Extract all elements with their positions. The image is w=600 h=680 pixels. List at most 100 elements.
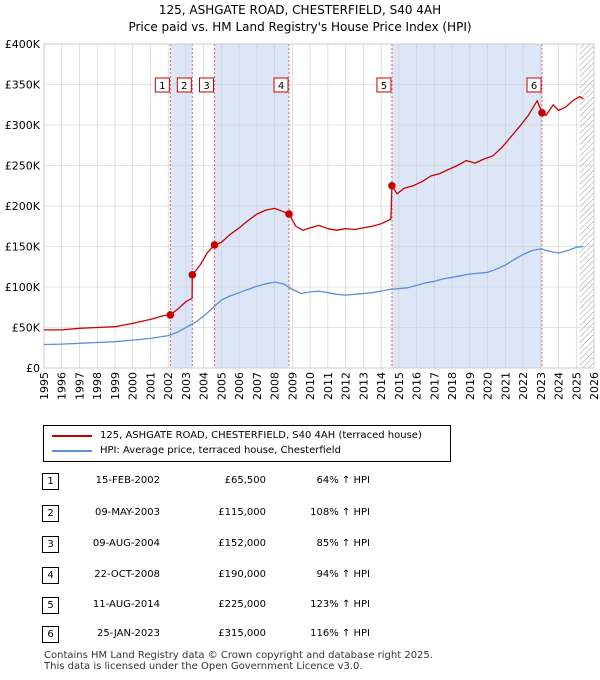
legend-swatch-property (52, 435, 92, 437)
y-tick-label: £300K (5, 119, 41, 132)
plot-border (43, 43, 595, 369)
x-tick-label: 2025 (570, 372, 583, 400)
x-tick-label: 2017 (428, 372, 441, 400)
table-row: 5 11-AUG-2014 £225,000 123% ↑ HPI (0, 594, 600, 616)
sale-date: 09-MAY-2003 (94, 507, 160, 518)
legend: 125, ASHGATE ROAD, CHESTERFIELD, S40 4AH… (43, 425, 451, 462)
x-tick-label: 2012 (340, 372, 353, 400)
sale-point (388, 181, 396, 190)
sale-price: £65,500 (224, 475, 266, 486)
x-tick-label: 2026 (588, 372, 600, 400)
property-series-line (44, 95, 584, 331)
x-tick-label: 2014 (375, 372, 388, 400)
sale-hpi-change: 85% ↑ HPI (316, 538, 370, 549)
x-tick-label: 2006 (233, 372, 246, 400)
y-tick-label: £250K (5, 160, 41, 173)
sale-hpi-change: 123% ↑ HPI (310, 599, 370, 610)
x-tick-label: 2005 (215, 372, 228, 400)
sale-number-box (273, 77, 289, 93)
x-tick-label: 2002 (162, 372, 175, 400)
x-tick-label: 1998 (91, 372, 104, 400)
x-tick-label: 1999 (109, 372, 122, 400)
sale-hpi-change: 108% ↑ HPI (310, 507, 370, 518)
x-tick-label: 2004 (198, 372, 211, 400)
sale-date: 25-JAN-2023 (96, 628, 160, 639)
x-tick-label: 2003 (180, 372, 193, 400)
sale-date: 22-OCT-2008 (94, 569, 160, 580)
sale-price: £315,000 (218, 628, 266, 639)
x-tick-label: 2001 (144, 372, 157, 400)
sale-number-label: 3 (203, 81, 209, 92)
y-tick-label: £50K (12, 322, 41, 335)
y-tick-label: £100K (5, 281, 41, 294)
sale-point (188, 271, 197, 279)
chart-subtitle: Price paid vs. HM Land Registry's House … (128, 20, 471, 34)
sale-point (210, 241, 219, 249)
legend-label-property: 125, ASHGATE ROAD, CHESTERFIELD, S40 4AH… (100, 430, 422, 441)
sale-date: 09-AUG-2004 (92, 538, 160, 549)
x-tick-label: 2021 (499, 372, 512, 400)
sale-number-badge: 3 (42, 536, 59, 553)
sale-number-badge: 1 (42, 473, 59, 490)
table-row: 6 25-JAN-2023 £315,000 116% ↑ HPI (0, 623, 600, 645)
table-row: 4 22-OCT-2008 £190,000 94% ↑ HPI (0, 564, 600, 586)
table-row: 2 09-MAY-2003 £115,000 108% ↑ HPI (0, 502, 600, 524)
sale-number-box (376, 77, 392, 93)
sale-number-badge: 2 (42, 505, 59, 522)
sale-number-box (526, 77, 542, 93)
x-tick-label: 2018 (446, 372, 459, 400)
sale-price: £190,000 (218, 569, 266, 580)
sale-number-badge: 6 (42, 626, 59, 643)
legend-swatch-hpi (52, 450, 92, 452)
x-tick-label: 2013 (357, 372, 370, 400)
x-tick-label: 1995 (38, 372, 51, 400)
x-tick-label: 1996 (56, 372, 69, 400)
x-tick-label: 2010 (304, 372, 317, 400)
x-tick-label: 2011 (322, 372, 335, 400)
y-tick-label: £0 (26, 362, 40, 375)
x-tick-label: 2009 (286, 372, 299, 400)
legend-label-hpi: HPI: Average price, terraced house, Ches… (100, 445, 341, 456)
sale-number-label: 1 (159, 81, 165, 92)
y-tick-label: £350K (5, 79, 41, 92)
price-chart: 125, ASHGATE ROAD, CHESTERFIELD, S40 4AH… (5, 3, 600, 400)
footer-note: Contains HM Land Registry data © Crown c… (44, 650, 433, 672)
sale-number-box (154, 77, 170, 93)
x-tick-label: 2019 (464, 372, 477, 400)
x-tick-label: 1997 (73, 372, 86, 400)
sale-number-box (176, 77, 192, 93)
x-tick-label: 2015 (393, 372, 406, 400)
sale-price: £152,000 (218, 538, 266, 549)
sale-price: £115,000 (218, 507, 266, 518)
sale-point (285, 210, 293, 218)
chart-title: 125, ASHGATE ROAD, CHESTERFIELD, S40 4AH (159, 3, 441, 17)
hpi-series-line (43, 245, 584, 346)
x-tick-label: 2024 (553, 372, 566, 400)
sale-point (166, 311, 175, 319)
x-tick-label: 2020 (482, 372, 495, 400)
x-tick-label: 2022 (517, 372, 530, 400)
sale-number-badge: 4 (42, 567, 59, 584)
x-tick-label: 2000 (127, 372, 140, 400)
x-tick-label: 2016 (411, 372, 424, 400)
sale-hpi-change: 116% ↑ HPI (310, 628, 370, 639)
x-tick-label: 2023 (535, 372, 548, 400)
sale-point (538, 109, 546, 117)
sale-hpi-change: 94% ↑ HPI (316, 569, 370, 580)
sale-price: £225,000 (218, 599, 266, 610)
y-tick-label: £400K (5, 38, 41, 51)
y-tick-label: £200K (5, 200, 41, 213)
sale-date: 11-AUG-2014 (92, 599, 160, 610)
y-tick-label: £150K (5, 241, 41, 254)
sale-number-badge: 5 (42, 597, 59, 614)
sale-number-label: 4 (278, 81, 284, 92)
table-row: 3 09-AUG-2004 £152,000 85% ↑ HPI (0, 533, 600, 555)
sale-hpi-change: 64% ↑ HPI (316, 475, 370, 486)
sale-number-box (199, 77, 214, 93)
x-tick-label: 2008 (269, 372, 282, 400)
sale-date: 15-FEB-2002 (95, 475, 160, 486)
sale-number-label: 6 (531, 81, 537, 92)
table-row: 1 15-FEB-2002 £65,500 64% ↑ HPI (0, 470, 600, 492)
sale-number-label: 2 (181, 81, 187, 92)
x-tick-label: 2007 (251, 372, 264, 400)
